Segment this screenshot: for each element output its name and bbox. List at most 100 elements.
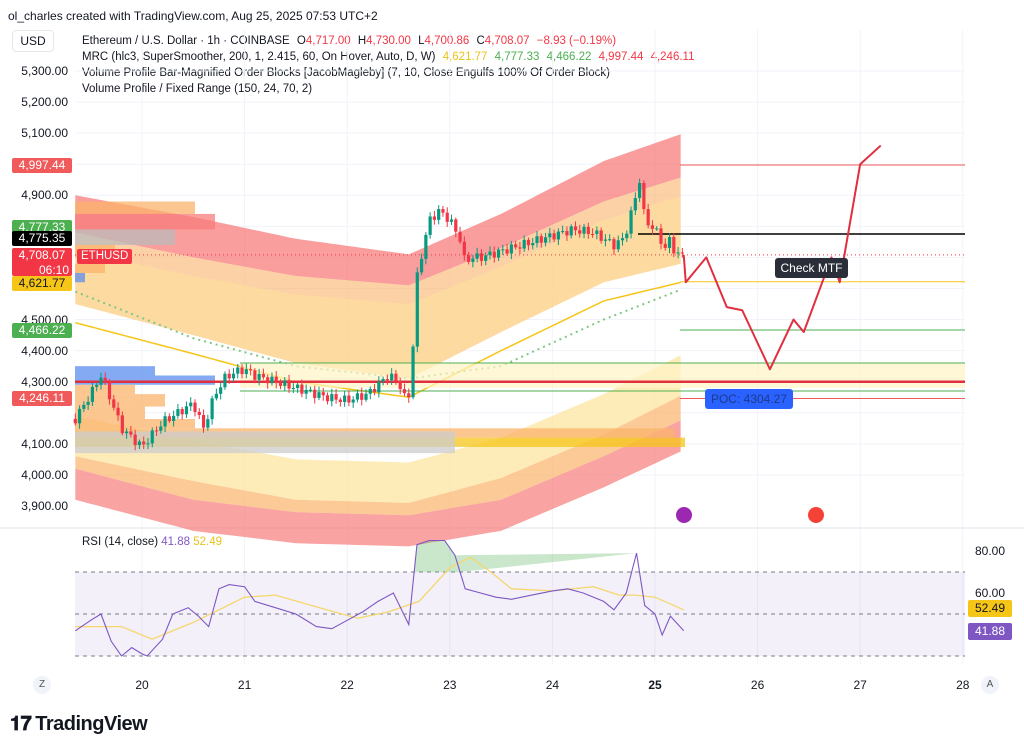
rsi-ma-line: [75, 556, 684, 640]
auto-scale-z-button[interactable]: Z: [33, 676, 51, 694]
candle-body: [676, 252, 680, 254]
candle-body: [578, 230, 582, 234]
candle-body: [445, 212, 449, 222]
time-axis-label: 20: [135, 678, 149, 692]
price-axis-label: 4,900.00: [21, 188, 68, 203]
candle-body: [428, 216, 432, 235]
volume-profile-bar: [75, 229, 175, 245]
volume-profile-bar: [75, 394, 165, 407]
candle-body: [441, 209, 445, 213]
close-value: 4,708.07: [484, 35, 530, 47]
order-block-zone: [240, 363, 965, 388]
candle-body: [99, 377, 103, 385]
time-axis-label: 21: [237, 678, 252, 692]
candle-body: [330, 394, 334, 402]
volume-profile-bar: [75, 201, 195, 214]
price-axis-label: 4,100.00: [21, 436, 68, 451]
rsi-axis-label: 60.00: [975, 586, 1006, 600]
candle-body: [402, 389, 407, 394]
candle-body: [244, 369, 248, 375]
vp-fixed-range-legend[interactable]: Volume Profile / Fixed Range (150, 24, 7…: [82, 83, 313, 95]
candle-body: [488, 251, 492, 256]
candle-body: [223, 373, 227, 388]
mrc-lower-zone: [75, 355, 681, 503]
candle-body: [129, 431, 133, 435]
candle-body: [283, 380, 287, 386]
candle-body: [236, 367, 240, 374]
candle-body: [184, 406, 189, 415]
candle-body: [543, 237, 548, 243]
candle-body: [599, 230, 603, 241]
volume-profile-bar: [75, 213, 215, 230]
low-value: 4,700.86: [424, 35, 470, 47]
candle-body: [454, 219, 458, 232]
time-axis-label: 26: [750, 678, 765, 692]
candle-body: [616, 240, 620, 250]
price-badge-value: 4,708.07: [18, 247, 66, 262]
poc-label[interactable]: POC: 4304.27: [705, 389, 793, 409]
candle-body: [509, 244, 513, 254]
price-axis-label: 4,300.00: [21, 374, 68, 389]
candle-body: [73, 418, 77, 424]
candle-body: [193, 402, 197, 412]
candle-body: [338, 399, 342, 403]
candle-body: [308, 389, 313, 391]
candle-body: [659, 228, 663, 244]
candle-body: [167, 416, 171, 421]
dotted-ma-line: [74, 288, 682, 380]
candle-body: [86, 401, 90, 405]
candle-body: [82, 404, 86, 409]
candle-body: [90, 386, 95, 402]
candle-body: [398, 380, 402, 390]
candle-body: [146, 443, 150, 445]
candle-body: [424, 234, 428, 259]
candle-body: [650, 225, 655, 229]
candle-body: [467, 255, 471, 262]
candle-body: [432, 216, 437, 220]
chart-credit: ol_charles created with TradingView.com,…: [8, 9, 378, 23]
candle-body: [77, 408, 82, 424]
candle-body: [240, 367, 244, 375]
currency-button[interactable]: USD: [12, 30, 54, 52]
time-axis-label: 28: [956, 678, 970, 692]
ohlc-open: O4,717.00: [297, 35, 351, 47]
candle-body: [257, 373, 261, 380]
candle-body: [291, 387, 295, 389]
time-axis-label: 27: [853, 678, 867, 692]
candle-body: [321, 392, 325, 396]
rsi-line: [75, 539, 685, 657]
candle-body: [475, 253, 479, 259]
candle-body: [133, 434, 137, 446]
symbol-legend[interactable]: Ethereum / U.S. Dollar · 1h · COINBASE O…: [82, 33, 698, 49]
candle-body: [142, 441, 146, 445]
candle-body: [201, 414, 206, 428]
candle-body: [573, 226, 578, 231]
candle-body: [159, 426, 163, 431]
mrc-value: 4,246.11: [650, 51, 695, 63]
rsi-legend[interactable]: RSI (14, close) 41.88 52.49: [82, 536, 222, 548]
candle-body: [120, 415, 124, 434]
high-value: 4,730.00: [366, 35, 411, 47]
candle-body: [565, 231, 569, 236]
candle-body: [496, 249, 501, 258]
candle-body: [514, 244, 518, 248]
candle-body: [539, 236, 543, 243]
candle-body: [360, 393, 364, 400]
rsi-badge: 41.88: [968, 623, 1012, 640]
volume-profile-bar: [75, 366, 155, 376]
volume-profile-bar: [75, 406, 145, 419]
candle-body: [561, 231, 565, 233]
candle-body: [526, 239, 531, 246]
price-badge: 4,775.35: [12, 231, 72, 246]
candle-body: [206, 419, 210, 428]
candle-body: [556, 231, 560, 240]
vp-order-blocks-legend[interactable]: Volume Profile Bar-Magnified Order Block…: [82, 67, 610, 79]
candle-body: [407, 393, 411, 398]
auto-scale-a-button[interactable]: A: [981, 676, 999, 694]
candle-body: [172, 415, 176, 421]
check-mtf-note[interactable]: Check MTF: [775, 258, 848, 278]
crypto-event-icon: [676, 507, 692, 523]
candle-body: [385, 379, 389, 381]
candle-body: [638, 183, 642, 199]
